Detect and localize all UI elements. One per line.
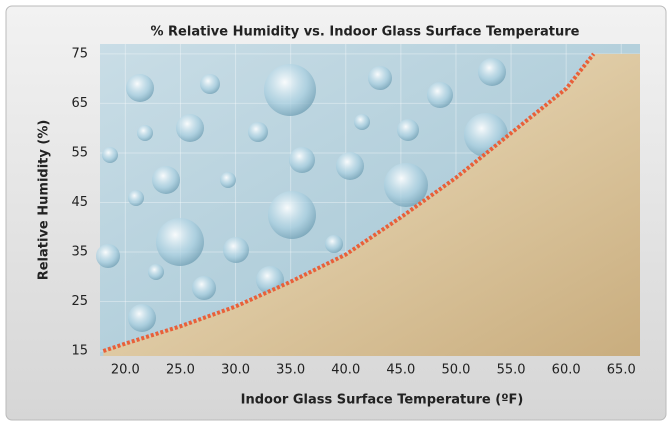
y-tick-label: 15 (71, 344, 88, 359)
x-tick-label: 35.0 (276, 363, 305, 378)
x-tick-label: 45.0 (386, 363, 415, 378)
x-axis-label: Indoor Glass Surface Temperature (ºF) (241, 393, 524, 408)
dry-area (103, 53, 641, 357)
x-tick-label: 60.0 (552, 363, 581, 378)
x-tick-label: 40.0 (331, 363, 360, 378)
x-tick-label: 50.0 (441, 363, 470, 378)
humidity-curve (102, 52, 596, 353)
x-tick-label: 30.0 (221, 363, 250, 378)
y-tick-label: 45 (71, 195, 88, 210)
x-tick-label: 55.0 (497, 363, 526, 378)
y-tick-label: 25 (71, 294, 88, 309)
y-tick-label: 35 (71, 245, 88, 260)
x-tick-label: 20.0 (111, 363, 140, 378)
y-axis-label: Relative Humidity (%) (37, 120, 52, 281)
droplets (96, 58, 508, 332)
y-tick-label: 75 (71, 46, 88, 61)
x-tick-label: 25.0 (166, 363, 195, 378)
chart-title: % Relative Humidity vs. Indoor Glass Sur… (151, 25, 580, 40)
y-tick-label: 65 (71, 96, 88, 111)
x-tick-label: 65.0 (607, 363, 636, 378)
y-tick-label: 55 (71, 145, 88, 160)
